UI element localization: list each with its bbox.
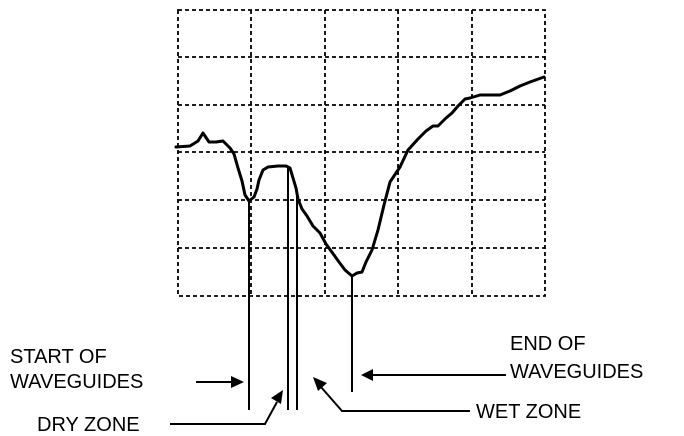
dry-zone-label: DRY ZONE	[37, 414, 140, 436]
end-of-waveguides-label-line1: END OF	[510, 333, 586, 355]
signal-trace	[174, 75, 546, 278]
start-of-waveguides-label-line1: START OF	[10, 346, 107, 368]
start-of-waveguides-arrow	[196, 376, 244, 388]
oscilloscope-grid	[177, 9, 546, 297]
dry-zone-arrow	[170, 390, 283, 425]
end-of-waveguides-label-line2: WAVEGUIDES	[510, 361, 643, 383]
wet-zone-arrow	[313, 377, 470, 412]
wet-zone-label: WET ZONE	[476, 401, 581, 423]
grid-frame	[177, 9, 546, 297]
start-of-waveguides-label-line2: WAVEGUIDES	[10, 371, 143, 393]
end-of-waveguides-arrow	[361, 369, 506, 381]
